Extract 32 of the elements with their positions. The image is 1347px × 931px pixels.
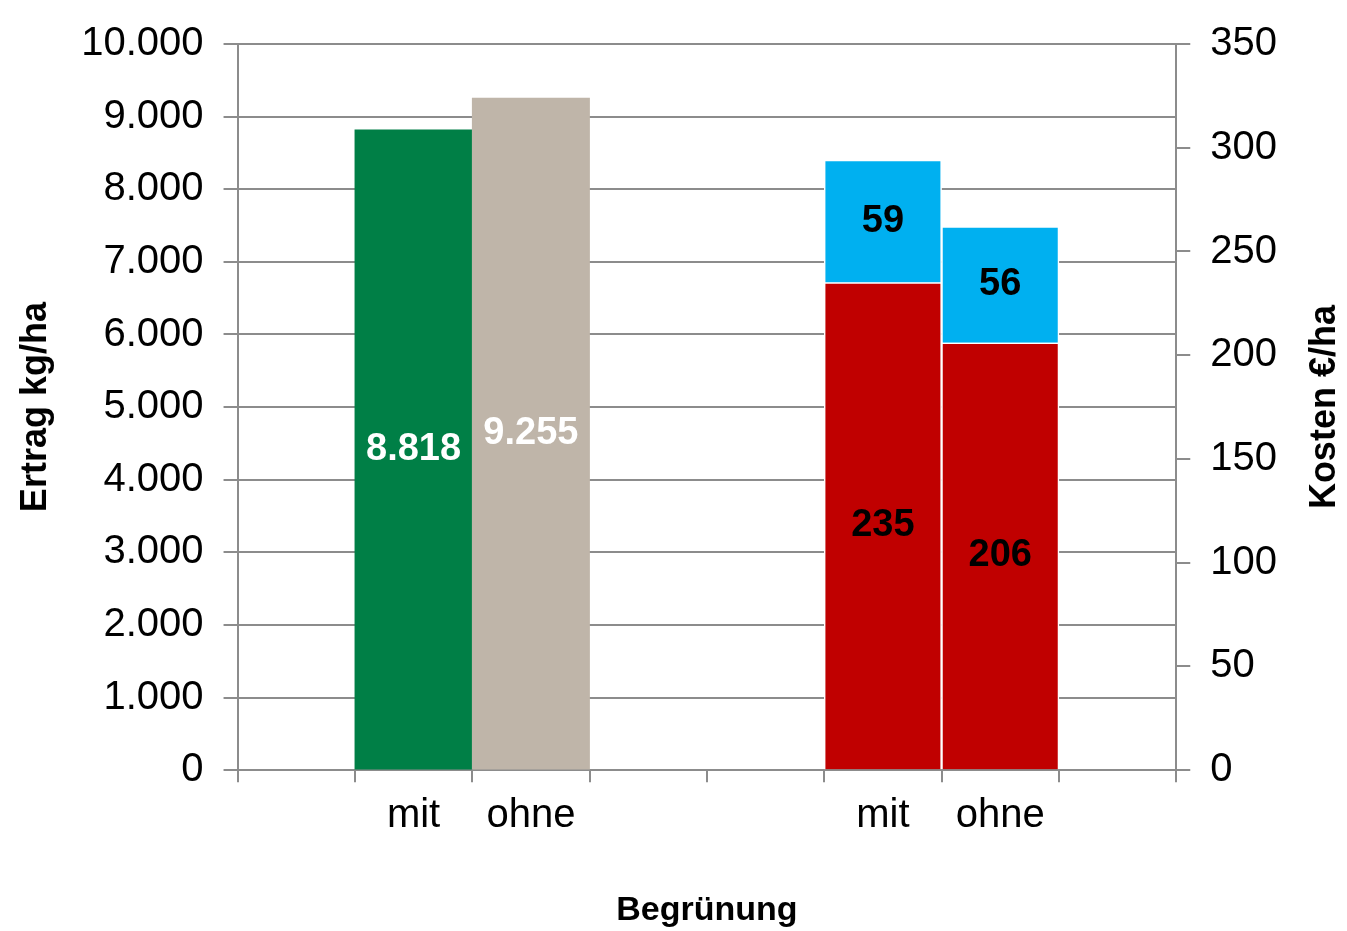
data-label: 235 [851,502,915,545]
y2-tick-label: 250 [1210,226,1278,271]
y-tick-label: 2.000 [103,599,204,644]
y2-tick-label: 200 [1210,330,1278,375]
data-label: 59 [861,197,905,240]
x-tick-label: mit [386,791,441,836]
data-label: 9.255 [483,410,579,453]
y-axis-title: Ertrag kg/ha [12,301,54,513]
x-tick-label: ohne [486,791,576,836]
y-tick-label: 5.000 [103,382,204,427]
y-tick-label: 1.000 [103,672,204,717]
data-label: 8.818 [366,426,462,468]
y-tick-label: 3.000 [103,527,204,572]
y2-tick-label: 50 [1210,641,1255,686]
y2-tick-label: 150 [1210,434,1278,478]
y-tick-label: 9.000 [103,91,204,136]
y-tick-label: 0 [181,745,204,790]
y2-tick-label: 0 [1210,745,1233,790]
y-tick-label: 7.000 [103,236,204,281]
y-tick-label: 6.000 [103,309,204,354]
y-tick-label: 4.000 [103,454,204,499]
data-label: 206 [968,532,1032,575]
x-tick-label: mit [856,791,910,836]
x-axis-title: Begrünung [616,888,798,927]
data-label: 56 [979,261,1022,304]
y2-axis-title: Kosten €/ha [1301,304,1343,510]
x-tick-label: ohne [955,791,1045,836]
y2-tick-label: 100 [1210,537,1278,582]
y-tick-label: 10.000 [81,19,204,64]
y2-tick-label: 300 [1210,122,1278,167]
y-tick-label: 8.000 [103,164,204,209]
y2-tick-label: 350 [1210,19,1278,64]
